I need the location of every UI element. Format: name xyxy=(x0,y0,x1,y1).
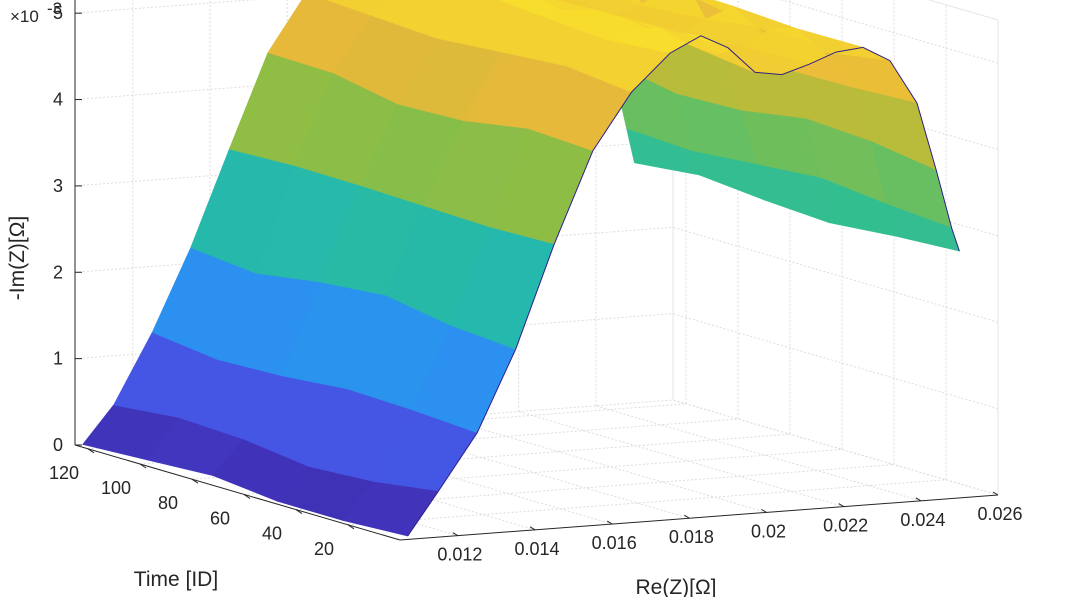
time-tick-label: 100 xyxy=(101,478,131,498)
surface-patch xyxy=(326,0,388,16)
floor-gridline xyxy=(595,405,921,502)
side-wall-gridline xyxy=(672,399,999,496)
x-axis-label: Re(Z)[Ω] xyxy=(635,576,716,597)
side-wall-gridline xyxy=(672,226,999,323)
time-tick-label: 40 xyxy=(262,524,282,544)
z-tick-label: 0 xyxy=(53,435,63,455)
re-axis-line xyxy=(399,494,999,541)
side-wall-gridline xyxy=(672,313,999,410)
re-tick-label: 0.012 xyxy=(437,545,482,565)
z-tick-label: 2 xyxy=(53,262,63,282)
re-tick-label: 0.018 xyxy=(669,527,714,547)
time-tick-mark xyxy=(191,478,199,484)
z-tick-label: 4 xyxy=(53,90,63,110)
re-tick-mark xyxy=(915,497,922,502)
re-tick-label: 0.014 xyxy=(515,539,560,559)
z-exponent-label: ×10 xyxy=(10,7,39,26)
z-tick-label: 3 xyxy=(53,176,63,196)
axes-layer: 0 1 2 3 4 5 20 40 60 80 100 120 0.012 0.014 0.016 0.018… xyxy=(49,0,1023,565)
re-tick-mark xyxy=(761,508,767,513)
re-tick-mark xyxy=(838,503,844,508)
re-tick-label: 0.02 xyxy=(751,521,786,541)
time-tick-mark xyxy=(139,463,147,469)
z-exponent-power: -3 xyxy=(47,0,62,18)
time-axis-line xyxy=(74,444,401,541)
re-tick-mark xyxy=(684,514,690,519)
labels-layer: -Im(Z)[Ω] Time [ID] Re(Z)[Ω] ×10 -3 xyxy=(6,0,717,597)
z-axis-label: -Im(Z)[Ω] xyxy=(6,216,29,301)
time-tick-label: 60 xyxy=(210,508,230,528)
re-tick-mark xyxy=(452,532,459,537)
re-tick-label: 0.024 xyxy=(900,510,945,530)
surface-layer xyxy=(82,0,960,537)
floor-gridline xyxy=(364,422,690,519)
re-tick-label: 0.022 xyxy=(823,516,868,536)
time-tick-label: 120 xyxy=(49,463,79,483)
surface-front-edge xyxy=(407,35,960,537)
time-tick-label: 80 xyxy=(158,493,178,513)
side-wall-gridline xyxy=(780,0,999,64)
z-tick-label: 1 xyxy=(53,349,63,369)
time-tick-mark xyxy=(87,448,95,454)
re-tick-mark xyxy=(606,520,613,525)
floor-gridline xyxy=(441,416,767,513)
z-tick-label: 5 xyxy=(53,3,63,23)
time-tick-label: 20 xyxy=(314,539,334,559)
floor-gridline xyxy=(287,428,613,525)
y-axis-label: Time [ID] xyxy=(134,568,218,591)
time-tick-mark xyxy=(347,524,355,530)
re-tick-mark xyxy=(992,491,999,496)
floor-gridline xyxy=(518,411,844,508)
time-tick-mark xyxy=(243,493,251,499)
re-tick-mark xyxy=(529,526,536,531)
re-tick-label: 0.016 xyxy=(592,533,637,553)
time-tick-mark xyxy=(295,509,303,515)
surface-patch xyxy=(370,0,468,39)
wall-edge xyxy=(927,0,999,21)
re-tick-label: 0.026 xyxy=(977,504,1022,524)
